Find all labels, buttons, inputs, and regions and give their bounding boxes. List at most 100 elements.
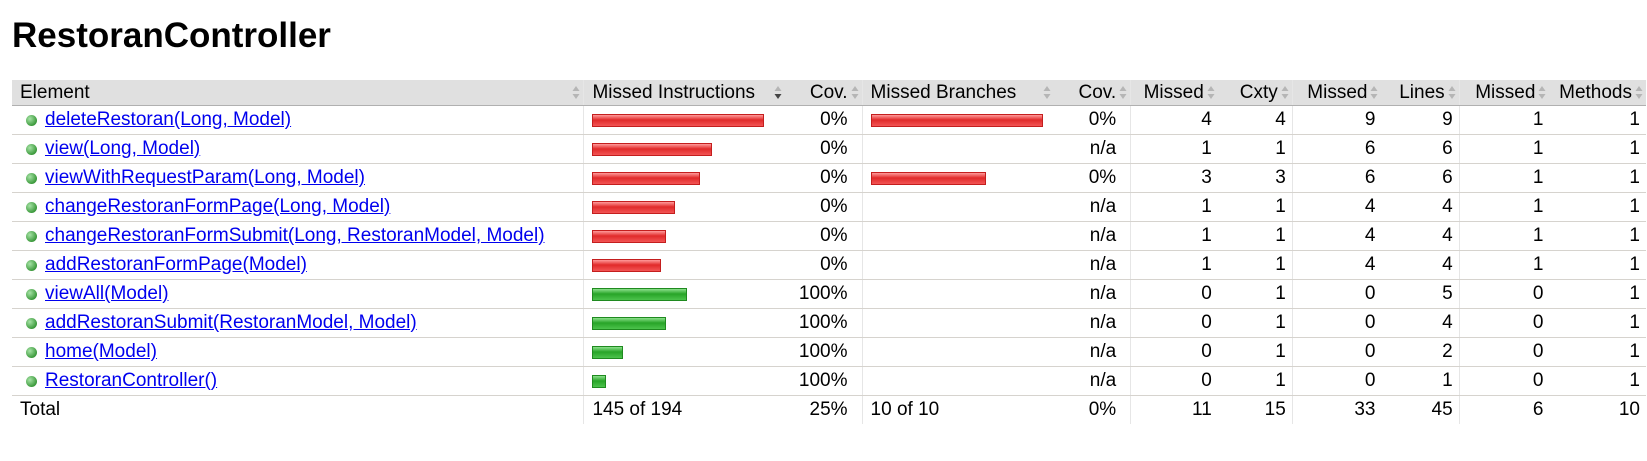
branches-coverage-bar: [870, 171, 986, 185]
column-header-lines[interactable]: Lines: [1381, 80, 1460, 106]
column-header-missed-branches[interactable]: Missed Branches: [861, 80, 1055, 106]
element-cell: viewAll(Model): [12, 279, 584, 309]
missed-instructions-bar-cell: [583, 337, 786, 367]
instructions-coverage: 100%: [785, 279, 863, 309]
lines: 9: [1381, 105, 1460, 135]
instructions-coverage: 0%: [785, 250, 863, 280]
total-label: Total: [20, 399, 61, 420]
method-link[interactable]: RestoranController(): [45, 370, 218, 391]
method-link[interactable]: addRestoranSubmit(RestoranModel, Model): [45, 312, 417, 333]
complexity: 1: [1217, 250, 1293, 280]
element-cell-content: viewAll(Model): [20, 283, 579, 305]
column-header-missed-complexity[interactable]: Missed: [1130, 80, 1218, 106]
missed-complexity: 1: [1130, 221, 1218, 251]
branches-coverage: n/a: [1054, 192, 1131, 222]
methods: 1: [1549, 279, 1646, 309]
instructions-coverage: 100%: [785, 308, 863, 338]
missed-complexity: 4: [1130, 105, 1218, 135]
methods: 1: [1549, 134, 1646, 164]
missed-methods: 0: [1458, 337, 1550, 367]
column-header-branches-coverage[interactable]: Cov.: [1054, 80, 1131, 106]
method-link[interactable]: changeRestoranFormPage(Long, Model): [45, 196, 391, 217]
column-header-missed-instructions[interactable]: Missed Instructions: [583, 80, 786, 106]
missed-branches-bar-cell: [861, 105, 1055, 135]
column-header-missed-lines[interactable]: Missed: [1291, 80, 1382, 106]
missed-instructions-bar-cell: [583, 279, 786, 309]
instructions-coverage: 0%: [785, 163, 863, 193]
total-missed-complexity: 11: [1130, 395, 1218, 424]
method-icon: [26, 172, 37, 184]
lines: 6: [1381, 134, 1460, 164]
sort-descending-icon: [774, 86, 782, 99]
missed-branches-bar-cell: [861, 366, 1055, 396]
total-lines: 45: [1431, 399, 1453, 420]
missed-complexity: 0: [1130, 279, 1218, 309]
page-title: RestoranController: [12, 16, 331, 55]
method-icon: [26, 230, 37, 242]
bar-wrap: [592, 280, 781, 308]
element-cell: home(Model): [12, 337, 584, 367]
missed-branches-bar-cell: [861, 250, 1055, 280]
missed-complexity: 0: [1130, 308, 1218, 338]
sort-icon: [1207, 86, 1215, 99]
missed-branches-bar-cell: [861, 134, 1055, 164]
method-link[interactable]: view(Long, Model): [45, 138, 201, 159]
branches-coverage: n/a: [1054, 279, 1131, 309]
missed-methods: 1: [1458, 134, 1550, 164]
branches-coverage: 0%: [1054, 163, 1131, 193]
table-row: deleteRestoran(Long, Model) 0% 0% 4 4 9 9 1 1: [12, 105, 1646, 135]
bar-wrap: [592, 367, 781, 395]
missed-methods: 0: [1458, 308, 1550, 338]
column-header-element[interactable]: Element: [12, 80, 584, 106]
element-cell-content: changeRestoranFormPage(Long, Model): [20, 196, 579, 218]
missed-lines: 0: [1291, 366, 1382, 396]
methods: 1: [1549, 366, 1646, 396]
missed-branches-bar-cell: [861, 192, 1055, 222]
instructions-coverage: 100%: [785, 337, 863, 367]
column-header-instructions-coverage[interactable]: Cov.: [785, 80, 863, 106]
methods: 1: [1549, 221, 1646, 251]
branches-coverage: n/a: [1054, 221, 1131, 251]
method-icon: [26, 114, 37, 126]
method-link[interactable]: viewWithRequestParam(Long, Model): [45, 167, 365, 188]
column-header-methods[interactable]: Methods: [1549, 80, 1646, 106]
instructions-coverage-bar: [592, 142, 713, 156]
method-link[interactable]: home(Model): [45, 341, 157, 362]
bar-wrap: [592, 106, 781, 134]
missed-methods: 1: [1458, 192, 1550, 222]
instructions-coverage-bar: [592, 345, 624, 359]
missed-lines: 4: [1291, 250, 1382, 280]
bar-wrap: [592, 222, 781, 250]
complexity: 3: [1217, 163, 1293, 193]
complexity: 4: [1217, 105, 1293, 135]
method-icon: [26, 201, 37, 213]
missed-instructions-bar-cell: [583, 134, 786, 164]
method-link[interactable]: deleteRestoran(Long, Model): [45, 109, 292, 130]
branches-coverage-bar: [870, 113, 1043, 127]
element-cell-content: deleteRestoran(Long, Model): [20, 109, 579, 131]
missed-instructions-bar-cell: [583, 163, 786, 193]
method-link[interactable]: addRestoranFormPage(Model): [45, 254, 307, 275]
column-header-missed-methods[interactable]: Missed: [1458, 80, 1550, 106]
instructions-coverage: 0%: [785, 105, 863, 135]
missed-branches-bar-cell: [861, 308, 1055, 338]
method-icon: [26, 317, 37, 329]
total-row: Total 145 of 194 25% 10 of 10 0% 11 15 3…: [12, 395, 1646, 424]
element-cell: changeRestoranFormPage(Long, Model): [12, 192, 584, 222]
method-link[interactable]: changeRestoranFormSubmit(Long, RestoranM…: [45, 225, 545, 246]
lines: 6: [1381, 163, 1460, 193]
sort-icon: [1370, 86, 1378, 99]
method-link[interactable]: viewAll(Model): [45, 283, 169, 304]
element-cell: addRestoranSubmit(RestoranModel, Model): [12, 308, 584, 338]
element-cell: view(Long, Model): [12, 134, 584, 164]
complexity: 1: [1217, 134, 1293, 164]
branches-coverage: n/a: [1054, 134, 1131, 164]
lines: 5: [1381, 279, 1460, 309]
total-missed-lines: 33: [1291, 395, 1382, 424]
column-header-complexity[interactable]: Cxty: [1217, 80, 1293, 106]
bar-wrap: [592, 164, 781, 192]
complexity: 1: [1217, 366, 1293, 396]
methods: 1: [1549, 308, 1646, 338]
total-methods: 10: [1618, 399, 1640, 420]
lines: 4: [1381, 192, 1460, 222]
